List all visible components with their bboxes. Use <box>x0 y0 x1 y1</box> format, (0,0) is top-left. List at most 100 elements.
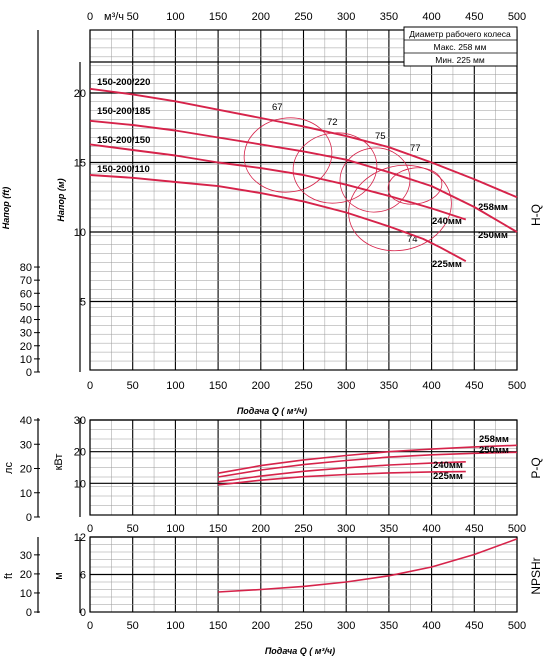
hq-top-x-tick: 100 <box>166 11 184 23</box>
hq-ft-tick: 20 <box>20 341 32 353</box>
hq-top-x-tick: 400 <box>422 11 440 23</box>
hq-m-tick: 20 <box>74 88 86 100</box>
pq-hp-tick: 0 <box>26 512 32 524</box>
pq-ylabel-hp: лс <box>3 462 15 474</box>
hq-x-tick: 500 <box>508 380 526 392</box>
pq-curve-250мм <box>217 451 518 478</box>
npsh-m-tick: 0 <box>80 607 86 619</box>
hq-end-label: 240мм <box>432 216 462 227</box>
hq-m-tick: 15 <box>74 158 86 170</box>
hq-curve-250мм <box>89 119 518 233</box>
pq-grid <box>89 419 518 516</box>
npsh-x-tick: 250 <box>294 620 312 632</box>
hq-top-x-tick: 50 <box>127 11 139 23</box>
pq-curve-258мм <box>217 444 518 474</box>
pq-end-label: 258мм <box>479 434 509 445</box>
hq-top-x-tick: 200 <box>252 11 270 23</box>
legend-max: Макс. 258 мм <box>434 42 487 52</box>
pq-hp-tick: 40 <box>20 415 32 427</box>
hq-m-tick: 5 <box>80 297 86 309</box>
pq-kw-tick: 10 <box>74 478 86 490</box>
pq-x-tick: 450 <box>465 523 483 535</box>
hq-ft-tick: 60 <box>20 288 32 300</box>
pq-kw-tick: 20 <box>74 447 86 459</box>
npsh-x-tick: 350 <box>380 620 398 632</box>
npsh-x-tick: 100 <box>166 620 184 632</box>
pq-end-label: 225мм <box>433 471 463 482</box>
hq-ft-tick: 30 <box>20 328 32 340</box>
npsh-side-label: NPSHr <box>529 557 543 594</box>
hq-x-tick: 300 <box>337 380 355 392</box>
hq-curve-225мм <box>89 174 467 263</box>
pq-x-tick: 250 <box>294 523 312 535</box>
hq-end-label: 225мм <box>432 259 462 270</box>
legend-title: Диаметр рабочего колеса <box>409 29 511 39</box>
npsh-x-tick: 0 <box>87 620 93 632</box>
efficiency-contour <box>339 147 411 213</box>
npsh-x-tick: 200 <box>252 620 270 632</box>
hq-ft-tick: 0 <box>26 367 32 379</box>
hq-x-tick: 0 <box>87 380 93 392</box>
hq-curve-258мм <box>89 87 518 199</box>
pq-x-tick: 0 <box>87 523 93 535</box>
hq-ylabel-ft: Напор (ft) <box>1 187 11 230</box>
pq-curve-240мм <box>217 461 466 483</box>
npsh-m-tick: 12 <box>74 532 86 544</box>
npsh-ft-tick: 20 <box>20 569 32 581</box>
pq-hp-tick: 10 <box>20 488 32 500</box>
plot-frame <box>89 29 518 371</box>
hq-series-label: 150-200/110 <box>97 164 150 175</box>
pq-side-label: P-Q <box>529 457 543 478</box>
efficiency-contour <box>387 167 443 205</box>
efficiency-label: 67 <box>272 102 283 113</box>
pq-kw-tick: 30 <box>74 415 86 427</box>
npsh-m-tick: 6 <box>80 570 86 582</box>
efficiency-label: 77 <box>410 143 421 154</box>
hq-top-x-tick: 350 <box>380 11 398 23</box>
pq-x-tick: 500 <box>508 523 526 535</box>
efficiency-label: 75 <box>375 131 386 142</box>
hq-ft-tick: 40 <box>20 315 32 327</box>
hq-x-tick: 350 <box>380 380 398 392</box>
hq-x-tick: 150 <box>209 380 227 392</box>
pq-end-label: 240мм <box>433 460 463 471</box>
pq-ylabel-kw: кВт <box>53 454 65 471</box>
hq-grid <box>89 29 518 371</box>
pq-end-label: 250мм <box>479 445 509 456</box>
hq-top-x-tick: 150 <box>209 11 227 23</box>
hq-curve-240мм <box>89 143 467 221</box>
hq-side-label: H-Q <box>529 204 543 226</box>
hq-x-tick: 200 <box>252 380 270 392</box>
hq-top-x-tick: 500 <box>508 11 526 23</box>
legend-box <box>403 26 518 67</box>
efficiency-label: 74 <box>407 234 418 245</box>
npsh-x-tick: 300 <box>337 620 355 632</box>
hq-top-x-tick: 300 <box>337 11 355 23</box>
hq-m-tick: 10 <box>74 227 86 239</box>
npsh-x-tick: 50 <box>127 620 139 632</box>
impeller-legend: Диаметр рабочего колеса Макс. 258 мм Мин. … <box>403 26 518 67</box>
pq-hp-tick: 30 <box>20 439 32 451</box>
pq-x-tick: 300 <box>337 523 355 535</box>
hq-ft-tick: 50 <box>20 301 32 313</box>
npsh-ylabel-m: м <box>53 572 65 580</box>
pq-x-tick: 50 <box>127 523 139 535</box>
hq-ft-tick: 70 <box>20 275 32 287</box>
pq-x-tick: 200 <box>252 523 270 535</box>
legend-min: Мин. 225 мм <box>435 55 485 65</box>
hq-series-label: 150-200/150 <box>97 135 150 146</box>
hq-ft-tick: 10 <box>20 354 32 366</box>
pq-xlabel: Подача Q ( м³/ч) <box>237 406 307 416</box>
npsh-x-tick: 450 <box>465 620 483 632</box>
npsh-xlabel: Подача Q ( м³/ч) <box>265 646 335 656</box>
npsh-ylabel-ft: ft <box>3 573 15 579</box>
hq-x-tick: 450 <box>465 380 483 392</box>
hq-top-x-tick: 450 <box>465 11 483 23</box>
pq-x-tick: 350 <box>380 523 398 535</box>
hq-ylabel-m: Напор (м) <box>56 178 66 221</box>
npsh-x-tick: 150 <box>209 620 227 632</box>
hq-x-tick: 400 <box>422 380 440 392</box>
pq-x-tick: 100 <box>166 523 184 535</box>
hq-top-axis-unit: м³/ч <box>104 11 124 23</box>
hq-top-x-tick: 0 <box>87 11 93 23</box>
